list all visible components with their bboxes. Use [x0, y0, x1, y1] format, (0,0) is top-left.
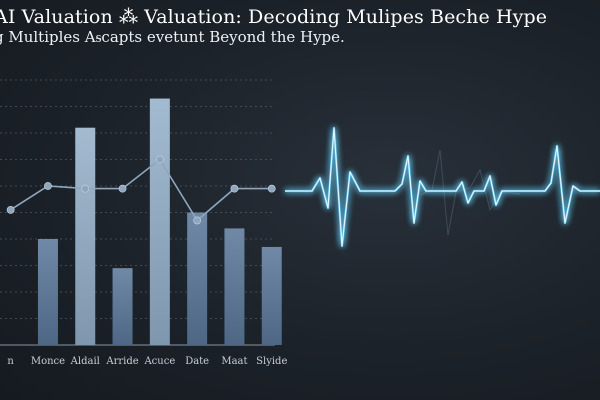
- x-tick-label: Aldail: [70, 356, 100, 367]
- bar-maat: [224, 228, 245, 345]
- bar-series: [37, 98, 282, 345]
- x-tick-label: Acuce: [143, 356, 175, 367]
- trend-line: [10, 158, 272, 222]
- bar-date: [187, 212, 208, 345]
- trend-point-arride: [118, 184, 127, 193]
- heartbeat-ghost: [419, 149, 521, 236]
- trend-point-maat: [230, 184, 239, 193]
- bar-monce: [37, 239, 58, 345]
- x-tick-label: n: [7, 356, 14, 367]
- heartbeat-core: [285, 127, 600, 247]
- bar-aldail: [75, 127, 96, 345]
- trend-point-acuce: [155, 155, 164, 164]
- trend-point-aldail: [81, 184, 90, 193]
- chart-title: AI Valuation ⁂ Valuation: Decoding Mulip…: [0, 6, 548, 28]
- x-axis-ticks: n Monce Aldail Arride Acuce Date Maat Slyide: [7, 356, 287, 367]
- chart-subtitle: g Multiples Aᵴcapts evetunt Beyond the H…: [0, 28, 345, 46]
- trend-point-monce: [44, 182, 52, 190]
- trend-point-slyide: [267, 184, 276, 193]
- heartbeat-graphic: [285, 126, 600, 248]
- x-tick-label: Monce: [31, 356, 65, 367]
- bar-arride: [112, 268, 133, 345]
- x-tick-label: Arride: [105, 356, 138, 367]
- bar-slyide: [261, 246, 282, 345]
- trend-point-date: [193, 216, 202, 225]
- x-tick-label: Date: [185, 356, 209, 367]
- x-tick-label: Maat: [221, 356, 247, 367]
- trend-point-n: [6, 205, 15, 214]
- line-series: [6, 155, 276, 225]
- x-tick-label: Slyide: [256, 356, 287, 367]
- bar-acuce: [149, 98, 170, 345]
